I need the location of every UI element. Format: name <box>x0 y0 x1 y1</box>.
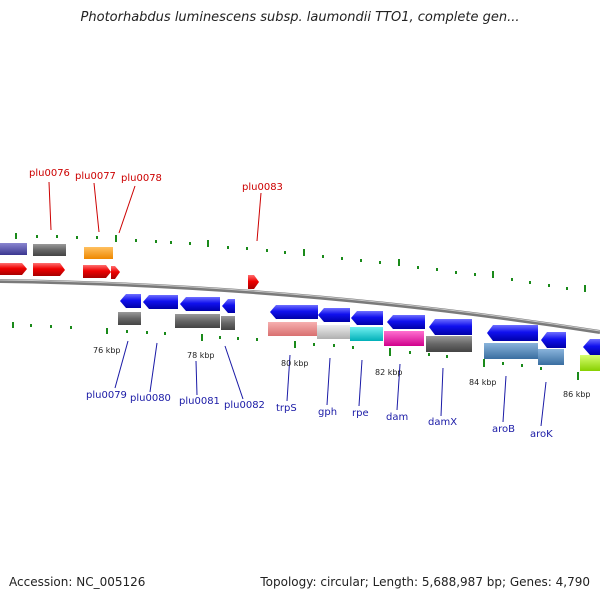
gene-arrow[interactable] <box>143 295 178 309</box>
reverse-function-bars <box>118 312 600 371</box>
gene-arrow[interactable] <box>487 325 538 341</box>
scale-label: 82 kbp <box>375 368 403 377</box>
gene-label-trpS[interactable]: trpS <box>276 403 297 414</box>
reverse-genes <box>120 294 600 355</box>
gene-arrow[interactable] <box>429 319 472 335</box>
leaders-top <box>48 181 262 242</box>
gene-arrow[interactable] <box>180 297 220 311</box>
scale-label: 80 kbp <box>281 359 309 368</box>
gene-arrow[interactable] <box>583 339 600 355</box>
gene-arrow[interactable] <box>83 265 111 278</box>
gene-label-plu0078[interactable]: plu0078 <box>121 173 162 184</box>
forward-genes <box>0 263 259 289</box>
scale-label: 76 kbp <box>93 346 121 355</box>
scale-label: 86 kbp <box>563 390 591 399</box>
tick-row-bottom <box>12 322 579 380</box>
forward-function-bars <box>0 243 113 259</box>
gene-arrow[interactable] <box>248 275 259 289</box>
gene-arrow[interactable] <box>33 263 65 276</box>
gene-arrow[interactable] <box>222 299 235 313</box>
gene-arrow[interactable] <box>318 308 350 322</box>
gene-label-aroB[interactable]: aroB <box>492 424 515 435</box>
leaders-bottom <box>114 340 547 427</box>
scale-label: 78 kbp <box>187 351 215 360</box>
gene-arrow[interactable] <box>120 294 141 308</box>
gene-label-gph[interactable]: gph <box>318 407 337 418</box>
gene-label-rpe[interactable]: rpe <box>352 408 369 419</box>
gene-label-plu0083[interactable]: plu0083 <box>242 182 283 193</box>
gene-label-plu0082[interactable]: plu0082 <box>224 400 265 411</box>
gene-label-dam[interactable]: dam <box>386 412 408 423</box>
gene-arrow[interactable] <box>270 305 318 319</box>
accession-text: Accession: NC_005126 <box>9 575 146 589</box>
gene-label-plu0077[interactable]: plu0077 <box>75 171 116 182</box>
gene-arrow[interactable] <box>387 315 425 329</box>
genome-backbone-highlight <box>0 279 600 332</box>
scale-label: 84 kbp <box>469 378 497 387</box>
gene-arrow[interactable] <box>0 263 27 275</box>
gene-label-damX[interactable]: damX <box>428 417 457 428</box>
gene-arrow[interactable] <box>541 332 566 348</box>
gene-arrow[interactable] <box>111 266 120 279</box>
tick-row-top <box>15 233 586 292</box>
gene-label-plu0079[interactable]: plu0079 <box>86 390 127 401</box>
gene-label-plu0081[interactable]: plu0081 <box>179 396 220 407</box>
genome-backbone <box>0 279 600 334</box>
topology-text: Topology: circular; Length: 5,688,987 bp… <box>260 575 590 589</box>
gene-label-aroK[interactable]: aroK <box>530 429 553 440</box>
gene-label-plu0076[interactable]: plu0076 <box>29 168 70 179</box>
map-title: Photorhabdus luminescens subsp. laumondi… <box>80 10 520 25</box>
gene-label-plu0080[interactable]: plu0080 <box>130 393 171 404</box>
gene-arrow[interactable] <box>351 311 383 325</box>
